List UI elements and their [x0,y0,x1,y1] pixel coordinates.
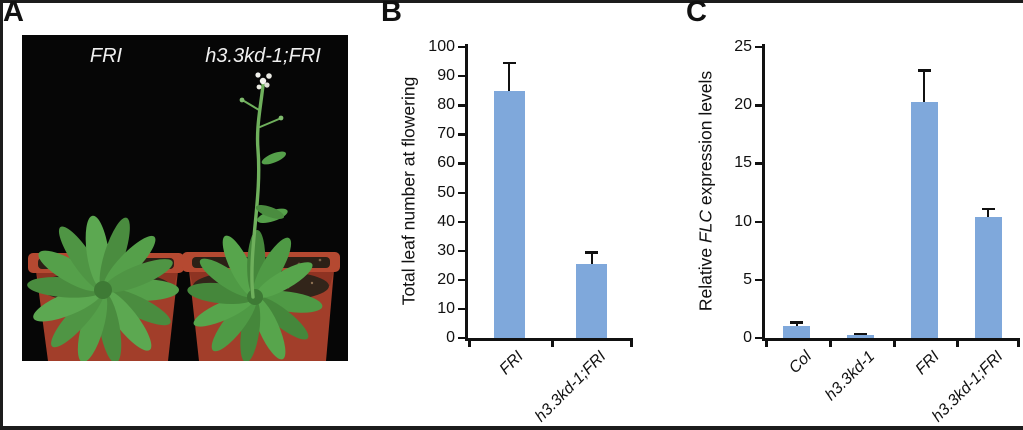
flc-expression-chart-bar-3 [974,216,1002,338]
flc-expression-chart-y-tick-label: 15 [734,154,752,172]
photo-label-h33kd1-fri: h3.3kd-1;FRI [205,45,321,67]
leaf-number-chart-y-tick-label: 70 [437,125,455,143]
flc-expression-chart-category-label-2: FRI [912,348,943,379]
flc-expression-chart-error-bar-3 [987,208,990,217]
flc-expression-chart-y-tick [755,162,762,165]
flc-expression-chart-error-cap-1 [854,332,868,336]
flc-expression-chart-y-axis-title-part: expression levels [695,70,716,210]
leaf-number-chart-y-tick-label: 0 [446,329,455,346]
flc-expression-chart-bar-2 [910,101,938,338]
flc-expression-chart-y-tick [755,278,762,282]
flc-expression-chart-error-cap-2 [917,69,931,72]
leaf-number-chart-y-tick [458,75,465,78]
leaf-number-chart-y-tick-label: 90 [437,67,455,85]
leaf-number-chart-y-tick [458,46,465,49]
leaf-number-chart-y-tick-label: 20 [437,270,455,288]
leaf-number-chart-y-tick [458,278,465,282]
flc-expression-chart-y-tick [755,104,762,107]
leaf-number-chart-error-cap-0 [502,62,516,65]
leaf-number-chart-bar-1 [576,263,608,338]
flc-expression-chart-y-tick [755,220,762,223]
plant-photo: FRI h3.3kd-1;FRI [22,35,348,361]
flc-expression-chart-y-tick-label: 0 [743,329,752,346]
leaf-number-chart-y-tick [458,337,465,340]
panel-a-label: A [3,0,24,28]
flc-expression-chart-y-tick [755,337,762,340]
flc-expression-chart-error-bar-2 [923,70,926,102]
leaf-number-chart-y-tick [458,249,465,253]
leaf-number-chart-y-tick-label: 30 [437,241,455,259]
flc-expression-chart-y-axis [762,44,765,341]
leaf-number-chart-x-tick [630,338,633,347]
leaf-number-chart-x-tick [550,338,554,347]
flc-expression-chart-y-axis-title-part: FLC [695,209,716,244]
flc-expression-chart-y-tick-label: 25 [734,38,752,55]
left-plant-rosette [27,215,179,361]
leaf-number-chart-y-tick-label: 80 [437,96,455,114]
leaf-number-chart-y-tick-label: 10 [437,299,455,317]
leaf-number-chart-y-tick-label: 40 [437,212,455,230]
flc-expression-chart-error-cap-0 [790,321,804,324]
flc-expression-chart-x-tick [828,338,832,347]
flc-expression-chart-bar-0 [783,326,811,338]
leaf-number-chart-bar-0 [493,90,525,338]
leaf-number-chart-y-tick [458,307,465,311]
right-plant-rosette [187,230,323,361]
flc-expression-chart-category-label-0: Col [785,348,815,378]
border-left [0,0,3,430]
leaf-number-chart-error-cap-1 [585,251,599,254]
border-top [0,0,1023,3]
leaf-number-chart-category-label-1: h3.3kd-1;FRI [532,348,610,426]
border-bottom [0,426,1023,430]
leaf-number-chart-x-axis [465,338,633,341]
leaf-number-chart-y-tick-label: 60 [437,154,455,172]
leaf-number-chart-y-tick-label: 100 [428,38,455,55]
flc-expression-chart-category-label-1: h3.3kd-1 [822,348,879,405]
flc-expression-chart-y-tick [755,46,762,49]
flc-expression-chart-y-axis-title-part: Relative [695,243,716,312]
leaf-number-chart-y-axis-title: Total leaf number at flowering [398,76,419,306]
flower-cluster [255,72,272,90]
flc-expression-chart-bar-1 [847,335,875,338]
panel-b-label: B [381,0,402,28]
flc-expression-chart-y-axis-title: Relative FLC expression levels [696,71,717,311]
flowering-stem [239,72,288,299]
flc-expression-chart-x-tick [1017,338,1020,347]
photo-label-fri: FRI [90,45,123,67]
leaf-number-chart-y-tick [458,220,465,223]
flc-expression-chart-x-tick [765,338,768,347]
flc-expression-chart-y-tick-label: 5 [743,270,752,288]
leaf-number-chart-y-tick-label: 50 [437,183,455,201]
leaf-number-chart-y-tick [458,133,465,136]
flc-expression-chart-error-bar-0 [795,322,798,327]
leaf-number-chart-y-tick [458,162,465,165]
leaf-number-chart-y-tick [458,104,465,107]
leaf-number-chart-category-label-0: FRI [497,348,528,379]
panel-c-label: C [686,0,707,28]
leaf-number-chart-error-bar-0 [508,63,511,91]
leaf-number-chart-error-bar-1 [590,252,593,264]
flc-expression-chart-y-tick-label: 20 [734,96,752,114]
flc-expression-chart-x-tick [892,338,896,347]
flc-expression-chart-y-tick-label: 10 [734,212,752,230]
leaf-number-chart-y-tick [458,191,465,194]
leaf-number-chart-y-axis [465,44,468,341]
flc-expression-chart-x-axis [762,338,1020,341]
leaf-number-chart-x-tick [468,338,471,347]
flc-expression-chart-x-tick [956,338,960,347]
flc-expression-chart-error-cap-3 [981,207,995,211]
